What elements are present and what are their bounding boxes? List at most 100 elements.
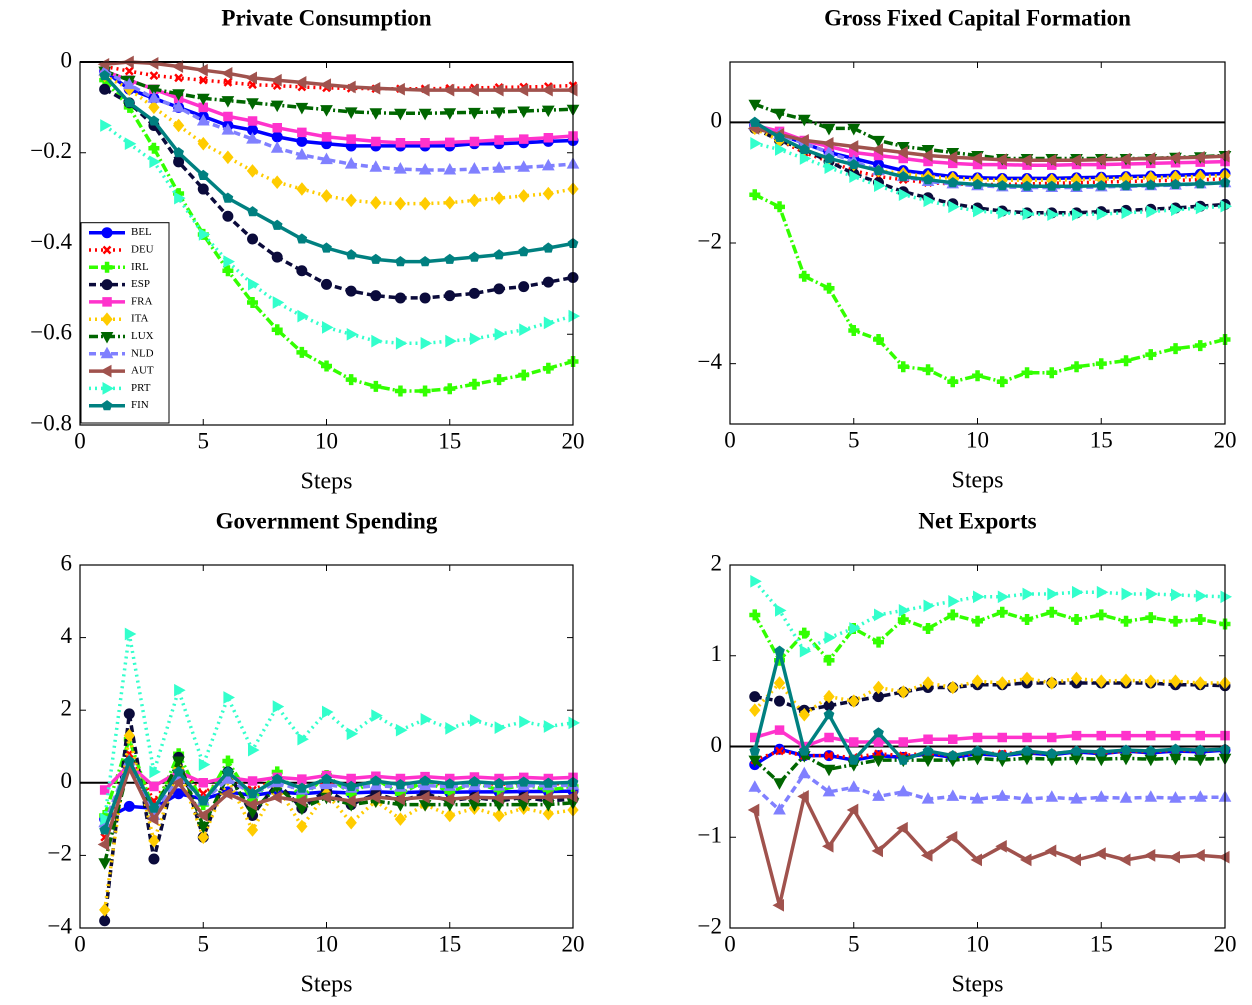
marker — [247, 788, 258, 799]
marker — [995, 153, 1007, 167]
x-tick-label: 15 — [1090, 427, 1113, 452]
marker — [972, 178, 983, 189]
marker — [148, 802, 160, 813]
marker — [516, 83, 529, 97]
marker — [220, 66, 233, 80]
marker — [872, 691, 885, 703]
marker — [100, 346, 114, 359]
marker — [565, 83, 578, 97]
marker — [149, 765, 161, 779]
marker — [97, 838, 110, 851]
marker — [873, 737, 884, 747]
marker — [148, 115, 160, 126]
marker — [247, 116, 258, 126]
marker — [148, 142, 160, 154]
marker — [248, 743, 260, 757]
marker — [1169, 674, 1182, 688]
legend-label: IRL — [131, 261, 149, 273]
marker — [321, 132, 332, 142]
marker — [443, 108, 457, 120]
marker — [394, 196, 407, 211]
x-tick-label: 15 — [438, 428, 461, 453]
marker — [320, 189, 333, 203]
marker — [123, 755, 135, 766]
marker — [444, 778, 456, 789]
marker — [444, 290, 456, 302]
marker — [1168, 151, 1180, 165]
marker — [246, 823, 259, 837]
marker — [173, 156, 185, 168]
marker — [1019, 153, 1032, 167]
marker — [1072, 208, 1084, 221]
marker — [371, 709, 383, 722]
marker — [541, 790, 553, 804]
legend-box — [80, 222, 170, 424]
marker — [773, 802, 786, 815]
marker — [1095, 746, 1107, 757]
marker — [345, 374, 357, 386]
marker — [821, 137, 834, 150]
marker — [1193, 754, 1207, 767]
marker — [322, 705, 334, 719]
marker — [220, 787, 233, 801]
marker — [418, 108, 432, 121]
marker — [898, 188, 911, 202]
marker — [541, 105, 555, 118]
y-tick-label: −2 — [698, 913, 722, 938]
marker — [1193, 150, 1205, 164]
marker — [196, 809, 208, 822]
marker — [395, 723, 408, 737]
marker — [469, 332, 482, 346]
marker — [122, 77, 136, 90]
marker — [948, 734, 958, 744]
marker — [345, 815, 357, 830]
marker — [297, 127, 307, 138]
marker — [897, 614, 909, 625]
marker — [748, 99, 762, 112]
marker — [172, 100, 185, 112]
marker — [947, 609, 959, 621]
marker — [371, 136, 381, 147]
y-tick-label: −0.6 — [30, 320, 72, 345]
marker — [123, 728, 135, 743]
marker — [541, 158, 555, 171]
marker — [1168, 850, 1180, 864]
marker — [996, 606, 1008, 618]
marker — [124, 66, 134, 76]
marker — [996, 180, 1008, 191]
marker — [321, 242, 332, 253]
marker — [172, 89, 185, 101]
marker — [896, 821, 908, 835]
marker — [370, 290, 382, 302]
marker — [543, 777, 554, 788]
marker — [493, 374, 505, 386]
marker — [1220, 199, 1233, 213]
marker — [345, 285, 357, 297]
legend-label: FRA — [131, 295, 152, 307]
marker — [321, 360, 332, 372]
marker — [872, 135, 885, 148]
marker — [518, 776, 530, 787]
marker — [469, 714, 482, 727]
marker — [972, 732, 983, 743]
x-tick-label: 5 — [198, 931, 210, 956]
marker — [750, 137, 762, 150]
marker — [198, 102, 208, 113]
marker — [948, 200, 960, 214]
marker — [148, 853, 160, 865]
x-tick-label: 0 — [724, 931, 736, 956]
marker — [517, 106, 531, 119]
marker — [442, 792, 455, 806]
marker — [322, 321, 334, 334]
marker — [294, 794, 307, 808]
marker — [872, 755, 885, 768]
marker — [1071, 180, 1082, 191]
marker — [543, 133, 554, 143]
marker — [871, 143, 883, 156]
marker — [1170, 730, 1181, 741]
x-tick-label: 5 — [848, 427, 860, 452]
marker — [418, 790, 430, 804]
marker — [997, 206, 1010, 220]
marker — [1120, 744, 1132, 755]
marker — [101, 261, 113, 273]
